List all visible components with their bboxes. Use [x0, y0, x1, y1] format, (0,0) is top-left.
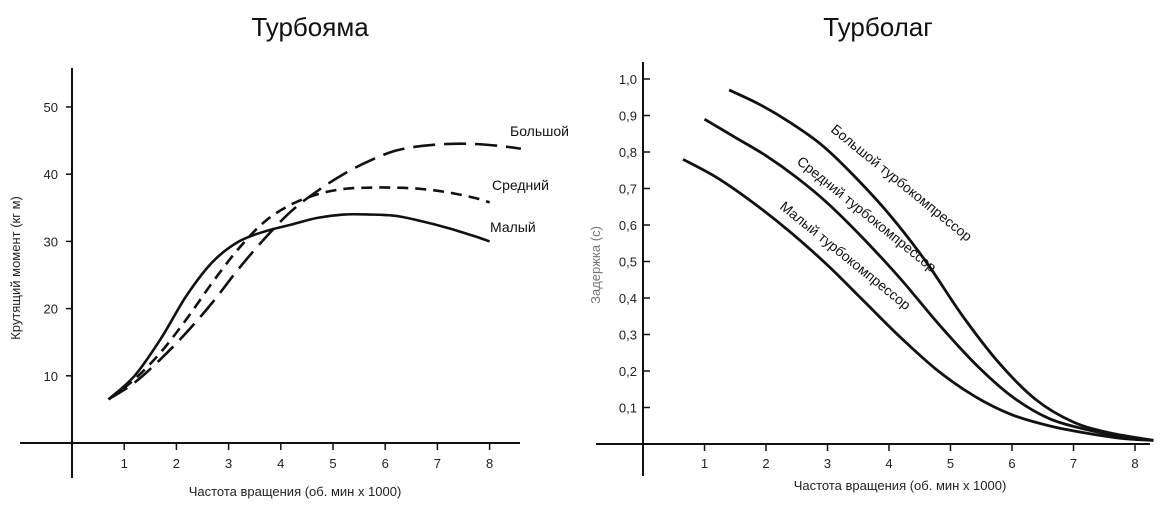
left-y-tick-label: 50	[44, 100, 58, 115]
left-x-tick-label: 1	[121, 456, 128, 471]
left-y-tick-label: 30	[44, 234, 58, 249]
right-x-tick-label: 4	[885, 456, 892, 471]
right-x-tick-label: 2	[762, 456, 769, 471]
right-series-line	[703, 117, 1154, 442]
right-y-tick-label: 0,5	[619, 255, 637, 270]
right-series-line	[728, 88, 1154, 442]
left-y-axis-label: Крутящий момент (кг м)	[8, 196, 23, 340]
right-series-line	[682, 158, 1154, 442]
right-y-axis-label: Задержка (с)	[588, 226, 603, 304]
left-x-tick-label: 8	[486, 456, 493, 471]
right-y-tick-label: 0,9	[619, 109, 637, 124]
right-x-tick-label: 7	[1070, 456, 1077, 471]
left-x-tick-label: 6	[382, 456, 389, 471]
left-series-label: Большой	[510, 123, 569, 139]
right-y-tick-label: 0,3	[619, 328, 637, 343]
left-y-tick-label: 40	[44, 167, 58, 182]
right-x-tick-label: 6	[1008, 456, 1015, 471]
left-x-tick-label: 2	[173, 456, 180, 471]
left-chart-title: Турбояма	[251, 12, 369, 42]
left-x-tick-label: 7	[434, 456, 441, 471]
right-y-tick-label: 0,7	[619, 182, 637, 197]
left-x-tick-label: 5	[329, 456, 336, 471]
right-y-tick-label: 0,1	[619, 401, 637, 416]
left-series-line	[107, 142, 522, 401]
right-y-tick-label: 0,2	[619, 364, 637, 379]
right-chart-title: Турболаг	[823, 12, 933, 42]
left-series-label: Средний	[492, 177, 549, 193]
left-x-tick-label: 3	[225, 456, 232, 471]
right-x-tick-label: 8	[1131, 456, 1138, 471]
right-x-tick-label: 3	[824, 456, 831, 471]
right-series-label: Средний турбокомпрессор	[794, 153, 940, 275]
left-series-line	[107, 186, 490, 401]
left-x-axis-label: Частота вращения (об. мин х 1000)	[189, 484, 402, 499]
right-x-tick-label: 5	[947, 456, 954, 471]
left-y-tick-label: 20	[44, 302, 58, 317]
right-y-tick-label: 0,8	[619, 145, 637, 160]
left-series-line	[107, 212, 491, 401]
right-x-axis-label: Частота вращения (об. мин х 1000)	[794, 478, 1007, 493]
left-series-label: Малый	[490, 219, 536, 235]
right-x-tick-label: 1	[701, 456, 708, 471]
right-y-tick-label: 0,4	[619, 291, 637, 306]
left-x-tick-label: 4	[277, 456, 284, 471]
right-y-tick-label: 0,6	[619, 218, 637, 233]
right-y-tick-label: 1,0	[619, 72, 637, 87]
right-series-label: Малый турбокомпрессор	[777, 198, 914, 313]
left-y-tick-label: 10	[44, 369, 58, 384]
